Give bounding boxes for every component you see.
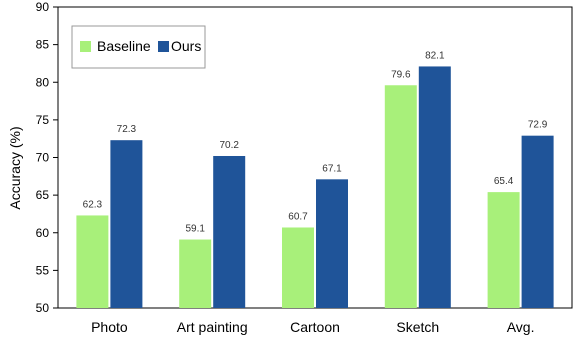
- data-label: 72.9: [528, 120, 548, 131]
- plot-area: 50 55 60 65 70 75 80 85 90 62.3 72.3 Photo 59.1 70.2 A…: [36, 0, 573, 335]
- data-label: 70.2: [219, 140, 239, 151]
- legend-swatch-ours: [158, 41, 169, 52]
- bar-ours: [316, 179, 348, 308]
- y-tick-label: 90: [36, 0, 50, 14]
- y-tick-label: 50: [36, 301, 50, 315]
- data-label: 79.6: [391, 69, 411, 80]
- legend-box: [71, 25, 206, 69]
- x-tick-label: Art painting: [177, 319, 248, 335]
- y-tick-label: 65: [36, 188, 50, 202]
- y-tick-label: 60: [36, 226, 50, 240]
- data-label: 82.1: [425, 50, 445, 61]
- data-label: 67.1: [322, 163, 342, 174]
- y-tick-label: 75: [36, 113, 50, 127]
- y-tick-label: 70: [36, 151, 50, 165]
- bar-ours: [213, 155, 246, 308]
- bar-baseline: [487, 192, 520, 308]
- x-tick-label: Sketch: [396, 319, 439, 335]
- y-tick-label: 80: [36, 75, 50, 89]
- bar-baseline: [384, 85, 417, 308]
- y-tick-label: 55: [36, 263, 50, 277]
- bar-baseline: [282, 227, 314, 308]
- bar-baseline: [76, 215, 109, 308]
- data-label: 60.7: [288, 211, 308, 222]
- legend-swatch-baseline: [80, 41, 91, 52]
- x-tick-label: Photo: [91, 319, 128, 335]
- y-axis-title: Accuracy (%): [7, 126, 23, 209]
- data-label: 62.3: [83, 199, 103, 210]
- bar-ours: [521, 135, 554, 308]
- x-tick-label: Avg.: [507, 319, 535, 335]
- legend: Baseline Ours: [71, 25, 206, 69]
- y-tick-label: 85: [36, 38, 50, 52]
- bar-ours: [110, 140, 143, 308]
- data-label: 65.4: [494, 176, 514, 187]
- legend-label-baseline: Baseline: [97, 38, 151, 54]
- bar-baseline: [179, 239, 212, 308]
- data-label: 72.3: [117, 124, 137, 135]
- data-label: 59.1: [185, 224, 205, 235]
- x-tick-label: Cartoon: [290, 319, 340, 335]
- legend-label-ours: Ours: [171, 38, 201, 54]
- bar-ours: [418, 66, 451, 308]
